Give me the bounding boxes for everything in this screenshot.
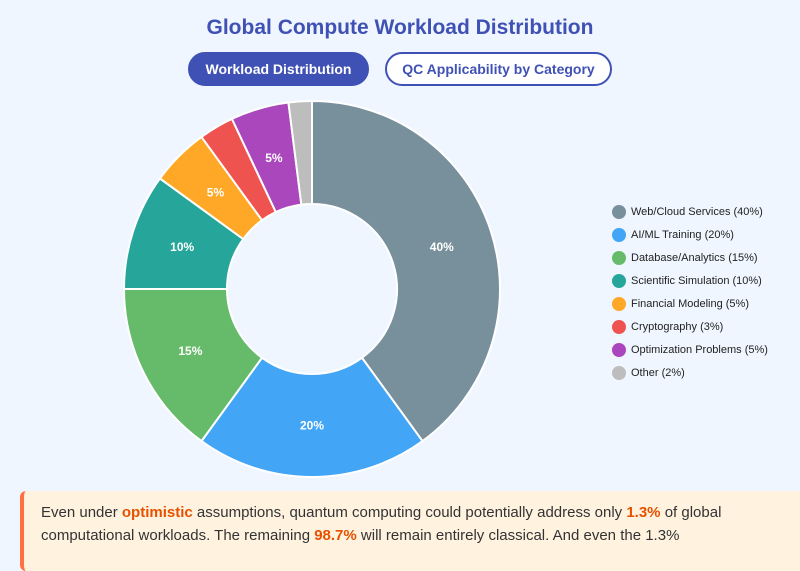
legend-label: Scientific Simulation (10%) bbox=[631, 274, 762, 287]
callout-text: of global computational workloads. The r… bbox=[41, 504, 722, 544]
slice-database-analytics[interactable] bbox=[122, 288, 264, 443]
tab-qc-applicability[interactable]: QC Applicability by Category bbox=[385, 52, 612, 86]
callout-text: Even under bbox=[41, 504, 122, 521]
legend-swatch-icon bbox=[612, 273, 626, 288]
tab-workload-distribution[interactable]: Workload Distribution bbox=[188, 52, 369, 86]
tab-bar: Workload Distribution QC Applicability b… bbox=[0, 52, 800, 86]
legend-item[interactable]: Database/Analytics (15%) bbox=[612, 246, 768, 269]
legend-swatch-icon bbox=[612, 227, 626, 242]
legend-label: Other (2%) bbox=[631, 366, 685, 379]
legend-swatch-icon bbox=[612, 365, 626, 380]
slice-label: 15% bbox=[178, 344, 202, 358]
legend-swatch-icon bbox=[612, 342, 626, 357]
legend-item[interactable]: AI/ML Training (20%) bbox=[612, 223, 768, 246]
legend-item[interactable]: Web/Cloud Services (40%) bbox=[612, 200, 768, 223]
slice-label: 10% bbox=[170, 240, 194, 254]
doughnut-chart: 40% 20% 15% 10% 5% 5% bbox=[122, 99, 501, 478]
chart-legend: Web/Cloud Services (40%) AI/ML Training (… bbox=[612, 200, 768, 384]
callout-highlight: optimistic bbox=[121, 504, 193, 521]
slice-label: 20% bbox=[300, 419, 324, 433]
legend-item[interactable]: Cryptography (3%) bbox=[612, 315, 768, 338]
callout-highlight: 98.7% bbox=[314, 527, 357, 544]
slice-ai-ml-training[interactable] bbox=[200, 356, 424, 478]
callout-text: will remain entirely classical. And even… bbox=[356, 527, 680, 544]
legend-label: Cryptography (3%) bbox=[631, 320, 724, 333]
callout-highlight: 1.3% bbox=[626, 504, 661, 521]
legend-item[interactable]: Scientific Simulation (10%) bbox=[612, 269, 768, 292]
slice-label: 40% bbox=[430, 240, 454, 254]
legend-item[interactable]: Other (2%) bbox=[612, 361, 768, 384]
slice-label: 5% bbox=[265, 151, 283, 165]
insight-callout: Even under optimistic assumptions, quant… bbox=[20, 491, 800, 571]
legend-swatch-icon bbox=[612, 250, 626, 265]
legend-swatch-icon bbox=[612, 204, 626, 219]
legend-swatch-icon bbox=[612, 296, 626, 311]
page-title: Global Compute Workload Distribution bbox=[206, 16, 594, 39]
legend-label: Optimization Problems (5%) bbox=[631, 343, 768, 356]
slice-label: 5% bbox=[207, 185, 225, 199]
callout-text: assumptions, quantum computing could pot… bbox=[192, 504, 627, 521]
legend-item[interactable]: Optimization Problems (5%) bbox=[612, 338, 768, 361]
legend-label: Financial Modeling (5%) bbox=[631, 297, 749, 310]
legend-label: AI/ML Training (20%) bbox=[631, 228, 734, 241]
slice-other[interactable] bbox=[287, 99, 313, 206]
slice-web-cloud-services[interactable] bbox=[311, 99, 501, 443]
legend-label: Database/Analytics (15%) bbox=[631, 251, 758, 264]
legend-item[interactable]: Financial Modeling (5%) bbox=[612, 292, 768, 315]
legend-label: Web/Cloud Services (40%) bbox=[631, 205, 763, 218]
legend-swatch-icon bbox=[612, 319, 626, 334]
